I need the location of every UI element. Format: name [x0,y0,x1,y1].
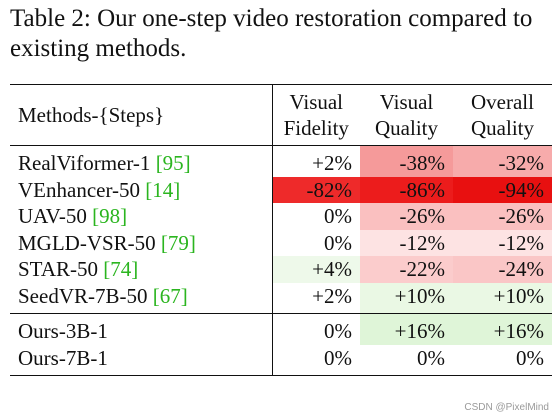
our-methods: Ours-3B-1 0% +16% +16% Ours-7B-1 0% 0% 0… [10,313,552,376]
overall-quality-cell: -24% [453,256,552,283]
visual-fidelity-cell: 0% [324,319,352,344]
visual-quality-cell: -22% [360,256,453,283]
visual-quality-cell: -38% [360,145,453,177]
method-name: STAR-50 [18,257,98,282]
overall-quality-cell: +16% [453,313,552,345]
table-row-realviformer: RealViformer-1 [95] +2% -38% -32% [10,145,552,177]
visual-fidelity-cell: +2% [312,151,352,176]
method-cell: STAR-50 [74] [10,256,273,283]
overall-quality-cell: 0% [516,345,544,370]
overall-quality-cell: -94% [453,176,552,203]
header-visual-fidelity-line2: Fidelity [283,116,349,140]
header-visual-fidelity: Visual Fidelity [272,85,360,146]
header-methods-label: Methods-{Steps} [18,103,165,127]
citation-link[interactable]: [74] [103,257,139,282]
visual-fidelity-cell: 0% [324,204,352,229]
header-visual-quality: Visual Quality [360,85,453,146]
method-cell: UAV-50 [98] [10,203,273,230]
visual-quality-cell: -12% [360,229,453,256]
method-cell: VEnhancer-50 [14] [10,176,273,203]
method-cell: Ours-7B-1 [10,344,273,376]
table-row-uav: UAV-50 [98] 0% -26% -26% [10,203,552,230]
header-visual-quality-line1: Visual [379,90,434,114]
header-overall-quality-line1: Overall [471,90,534,114]
visual-fidelity-cell: -82% [272,176,360,203]
overall-quality-cell: -12% [453,229,552,256]
header-overall-quality-line2: Quality [471,116,534,140]
visual-quality-cell: -26% [360,203,453,230]
citation-link[interactable]: [79] [160,230,196,255]
header-overall-quality: Overall Quality [453,85,552,146]
method-cell: MGLD-VSR-50 [79] [10,229,273,256]
method-name: Ours-3B-1 [18,319,108,344]
table-row-ours-3b: Ours-3B-1 0% +16% +16% [10,313,552,345]
header-visual-fidelity-line1: Visual [289,90,344,114]
table-row-mgld-vsr: MGLD-VSR-50 [79] 0% -12% -12% [10,229,552,256]
visual-fidelity-cell: +2% [312,283,352,308]
overall-quality-cell: -26% [453,203,552,230]
visual-quality-cell: +10% [360,282,453,314]
method-cell: Ours-3B-1 [10,313,273,345]
visual-fidelity-cell: +4% [272,256,360,283]
method-name: SeedVR-7B-50 [18,283,148,308]
method-name: VEnhancer-50 [18,177,141,202]
method-name: UAV-50 [18,204,87,229]
overall-quality-cell: -32% [453,145,552,177]
method-name: MGLD-VSR-50 [18,230,156,255]
method-name: Ours-7B-1 [18,345,108,370]
table-row-venhancer: VEnhancer-50 [14] -82% -86% -94% [10,176,552,203]
method-cell: SeedVR-7B-50 [67] [10,282,273,314]
citation-link[interactable]: [98] [92,204,128,229]
visual-fidelity-cell: 0% [324,345,352,370]
method-name: RealViformer-1 [18,151,151,176]
table-row-star: STAR-50 [74] +4% -22% -24% [10,256,552,283]
watermark: CSDN @PixelMind [464,402,549,413]
header-methods: Methods-{Steps} [10,84,273,146]
table-row-ours-7b: Ours-7B-1 0% 0% 0% [10,344,552,376]
citation-link[interactable]: [14] [145,177,181,202]
table-caption: Table 2: Our one-step video restoration … [10,5,533,62]
visual-quality-cell: +16% [360,313,453,345]
visual-fidelity-cell: 0% [324,230,352,255]
citation-link[interactable]: [95] [155,151,191,176]
baseline-methods: RealViformer-1 [95] +2% -38% -32% VEnhan… [10,145,552,314]
overall-quality-cell: +10% [453,282,552,314]
header-visual-quality-line2: Quality [375,116,438,140]
comparison-table-container: Methods-{Steps} Visual Fidelity Visual Q… [10,84,552,376]
citation-link[interactable]: [67] [152,283,188,308]
comparison-table: Methods-{Steps} Visual Fidelity Visual Q… [10,84,552,376]
visual-quality-cell: 0% [417,345,445,370]
table-row-seedvr: SeedVR-7B-50 [67] +2% +10% +10% [10,282,552,314]
table-header: Methods-{Steps} Visual Fidelity Visual Q… [10,84,552,146]
method-cell: RealViformer-1 [95] [10,145,273,177]
visual-quality-cell: -86% [360,176,453,203]
